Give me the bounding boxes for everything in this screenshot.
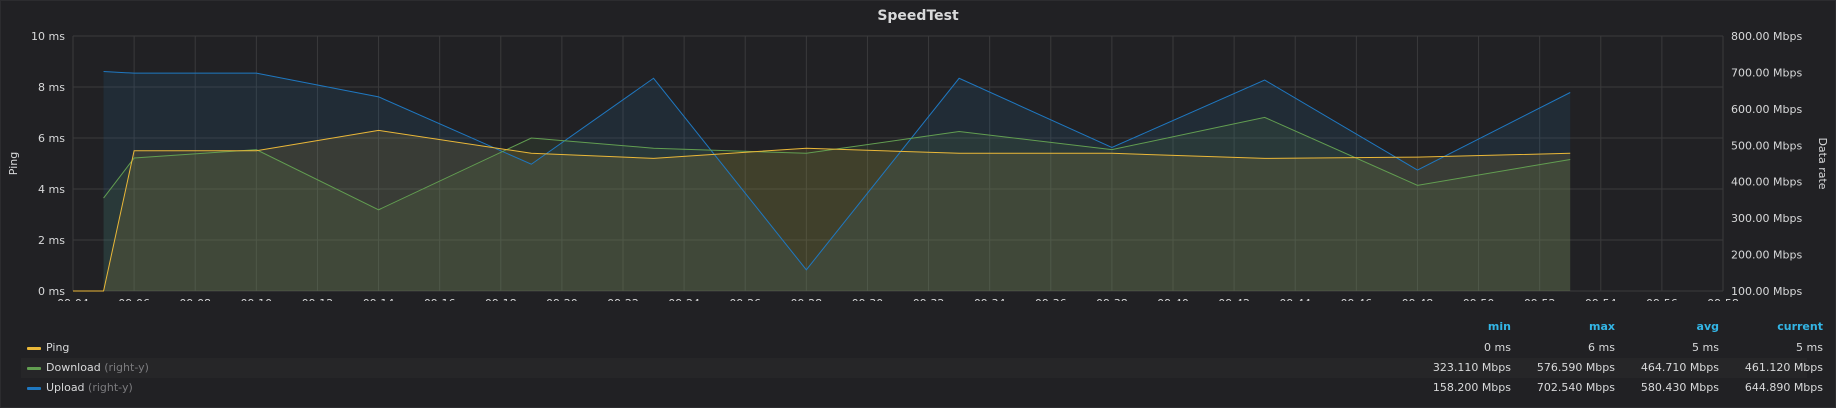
legend-header-current[interactable]: current	[1777, 320, 1823, 333]
right-y-tick-label: 800.00 Mbps	[1731, 30, 1802, 43]
upload-series-line	[103, 71, 1571, 271]
x-tick-label: 09:12	[302, 297, 334, 301]
x-tick-label: 09:42	[1218, 297, 1250, 301]
right-y-tick-label: 600.00 Mbps	[1731, 103, 1802, 116]
legend-avg: 5 ms	[1692, 341, 1719, 354]
x-tick-label: 09:46	[1340, 297, 1372, 301]
legend-min: 0 ms	[1484, 341, 1511, 354]
right-y-tick-label: 100.00 Mbps	[1731, 285, 1802, 298]
left-y-tick-label: 0 ms	[38, 285, 65, 298]
right-y-tick-label: 700.00 Mbps	[1731, 66, 1802, 79]
left-y-tick-label: 8 ms	[38, 81, 65, 94]
legend-max: 702.540 Mbps	[1536, 381, 1615, 394]
left-y-tick-label: 2 ms	[38, 234, 65, 247]
x-tick-label: 09:10	[240, 297, 272, 301]
x-tick-label: 09:04	[57, 297, 89, 301]
legend-axis-note: (right-y)	[88, 381, 133, 394]
right-y-tick-label: 300.00 Mbps	[1731, 212, 1802, 225]
legend-axis-note: (right-y)	[104, 361, 149, 374]
legend-row-upload[interactable]: Upload (right-y) 158.200 Mbps 702.540 Mb…	[21, 378, 1823, 398]
left-y-tick-label: 10 ms	[31, 30, 65, 43]
left-y-tick-label: 4 ms	[38, 183, 65, 196]
x-tick-label: 09:44	[1279, 297, 1311, 301]
x-tick-label: 09:36	[1035, 297, 1067, 301]
x-tick-label: 09:32	[913, 297, 945, 301]
right-axis-title: Data rate	[1816, 137, 1829, 189]
x-tick-label: 09:26	[729, 297, 761, 301]
x-tick-label: 09:56	[1646, 297, 1678, 301]
legend-avg: 580.430 Mbps	[1640, 381, 1719, 394]
legend-current: 461.120 Mbps	[1744, 361, 1823, 374]
legend-min: 323.110 Mbps	[1432, 361, 1511, 374]
legend-current: 644.890 Mbps	[1744, 381, 1823, 394]
legend-current: 5 ms	[1796, 341, 1823, 354]
left-axis-title: Ping	[7, 152, 20, 175]
x-tick-label: 09:16	[424, 297, 456, 301]
x-tick-label: 09:20	[546, 297, 578, 301]
upload-area	[103, 71, 1571, 292]
x-tick-label: 09:14	[363, 297, 395, 301]
x-tick-label: 09:28	[790, 297, 822, 301]
download-color-swatch[interactable]	[27, 367, 41, 370]
right-y-tick-label: 400.00 Mbps	[1731, 176, 1802, 189]
legend-series-name: Upload	[46, 381, 85, 394]
ping-series-line	[73, 129, 1571, 292]
x-tick-label: 09:08	[179, 297, 211, 301]
legend-header-min[interactable]: min	[1487, 320, 1511, 333]
x-tick-label: 09:22	[607, 297, 639, 301]
x-tick-label: 09:54	[1585, 297, 1617, 301]
x-tick-label: 09:58	[1707, 297, 1739, 301]
download-area	[103, 117, 1571, 291]
x-tick-label: 09:52	[1524, 297, 1556, 301]
legend-max: 6 ms	[1588, 341, 1615, 354]
legend-avg: 464.710 Mbps	[1640, 361, 1719, 374]
legend-header-avg[interactable]: avg	[1696, 320, 1719, 333]
x-tick-label: 09:38	[1096, 297, 1128, 301]
legend-min: 158.200 Mbps	[1432, 381, 1511, 394]
legend-row-ping[interactable]: Ping 0 ms 6 ms 5 ms 5 ms	[21, 338, 1823, 358]
x-tick-label: 09:30	[852, 297, 884, 301]
panel-title[interactable]: SpeedTest	[877, 8, 959, 24]
legend-row-download[interactable]: Download (right-y) 323.110 Mbps 576.590 …	[21, 358, 1823, 378]
x-tick-label: 09:24	[668, 297, 700, 301]
upload-color-swatch[interactable]	[27, 387, 41, 390]
legend-header-max[interactable]: max	[1589, 320, 1615, 333]
x-tick-label: 09:40	[1157, 297, 1189, 301]
x-tick-label: 09:34	[974, 297, 1006, 301]
legend-max: 576.590 Mbps	[1536, 361, 1615, 374]
legend-header: min max avg current	[21, 320, 1823, 336]
legend-series-name: Download	[46, 361, 101, 374]
right-y-tick-label: 500.00 Mbps	[1731, 139, 1802, 152]
speedtest-chart: 0 ms 2 ms 4 ms 6 ms 8 ms 10 ms 100.00 Mbps 200.…	[7, 30, 1829, 301]
left-y-tick-label: 6 ms	[38, 132, 65, 145]
x-tick-label: 09:50	[1463, 297, 1495, 301]
ping-color-swatch[interactable]	[27, 347, 41, 350]
x-tick-label: 09:18	[485, 297, 517, 301]
right-y-tick-label: 200.00 Mbps	[1731, 249, 1802, 262]
x-tick-label: 09:48	[1402, 297, 1434, 301]
legend-series-name: Ping	[46, 341, 70, 354]
ping-area	[73, 130, 1571, 291]
x-tick-label: 09:06	[118, 297, 150, 301]
